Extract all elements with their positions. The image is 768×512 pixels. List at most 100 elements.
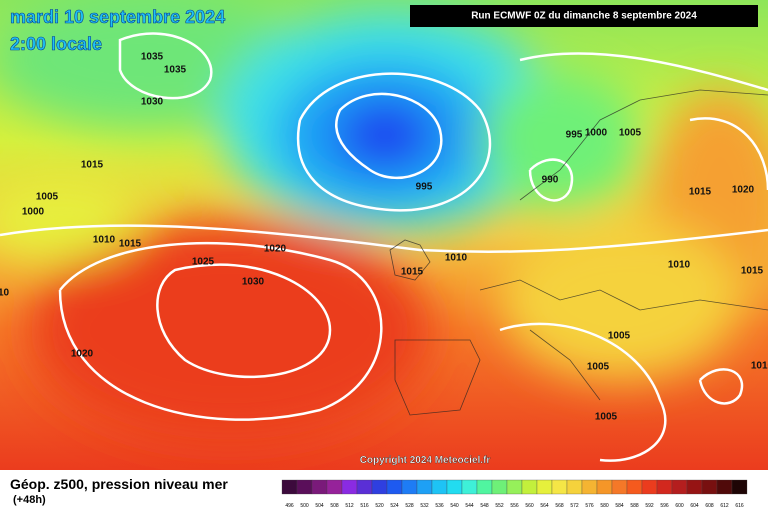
isobar-label: 1020	[264, 244, 287, 255]
legend-label: 560	[525, 503, 534, 509]
legend-swatch	[671, 479, 688, 495]
legend-label: 588	[630, 503, 639, 509]
isobar-label: 1025	[192, 257, 215, 268]
forecast-time: 2:00 locale	[10, 34, 102, 54]
legend-label: 568	[555, 503, 564, 509]
isobar-label: 1005	[36, 192, 59, 203]
forecast-date: mardi 10 septembre 2024	[10, 7, 225, 27]
legend-label: 552	[495, 503, 504, 509]
legend-swatch	[686, 479, 703, 495]
run-info: Run ECMWF 0Z du dimanche 8 septembre 202…	[471, 11, 697, 22]
legend-swatch	[296, 479, 313, 495]
isobar-label: 1005	[587, 362, 610, 373]
isobar-label: 1020	[732, 185, 755, 196]
isobar-label: 1015	[119, 239, 142, 250]
isobar-label: 1035	[141, 52, 164, 63]
legend-swatch	[566, 479, 583, 495]
legend-label: 528	[405, 503, 414, 509]
legend-label: 616	[735, 503, 744, 509]
legend-label: 548	[480, 503, 489, 509]
legend-swatch	[731, 479, 748, 495]
legend-label: 608	[705, 503, 714, 509]
legend-label: 524	[390, 503, 399, 509]
legend-swatch	[581, 479, 598, 495]
legend-label: 556	[510, 503, 519, 509]
legend-swatch	[281, 479, 298, 495]
legend-swatch	[461, 479, 478, 495]
run-banner	[410, 5, 758, 27]
legend-swatch	[656, 479, 673, 495]
legend-swatch	[626, 479, 643, 495]
isobar-label: 1000	[22, 207, 45, 218]
isobar-label: 1030	[141, 97, 164, 108]
isobar-label: 1015	[401, 267, 424, 278]
isobar-label: 1005	[595, 412, 618, 423]
legend-label: 516	[360, 503, 369, 509]
legend-swatch	[536, 479, 553, 495]
legend-swatch	[326, 479, 343, 495]
legend-swatch	[521, 479, 538, 495]
isobar-label: 1015	[689, 187, 712, 198]
legend-label: 536	[435, 503, 444, 509]
legend-label: 564	[540, 503, 549, 509]
color-legend: 496 500 504 508 512 516 520 524 528 532 536 540 544 5…	[281, 479, 748, 509]
legend-label: 576	[585, 503, 594, 509]
geopotential-field	[0, 0, 768, 440]
legend-swatch	[431, 479, 448, 495]
isobar-label: 1005	[608, 331, 631, 342]
isobar-label: 1010	[0, 288, 10, 299]
isobar-label: 995	[416, 182, 433, 193]
isobar-label: 1015	[741, 266, 764, 277]
isobar-label: 995	[566, 130, 583, 141]
legend-swatch	[506, 479, 523, 495]
legend-label: 596	[660, 503, 669, 509]
legend-label: 496	[285, 503, 294, 509]
legend-label: 504	[315, 503, 324, 509]
legend-swatch	[416, 479, 433, 495]
legend-label: 500	[300, 503, 309, 509]
legend-swatch	[386, 479, 403, 495]
legend-swatch	[401, 479, 418, 495]
isobar-label: 1010	[93, 235, 116, 246]
legend-swatch	[476, 479, 493, 495]
legend-swatch	[551, 479, 568, 495]
legend-label: 512	[345, 503, 354, 509]
legend-label: 604	[690, 503, 699, 509]
legend-label: 544	[465, 503, 474, 509]
isobar-label: 1035	[164, 65, 187, 76]
legend-label: 612	[720, 503, 729, 509]
legend-label: 592	[645, 503, 654, 509]
legend-label: 584	[615, 503, 624, 509]
legend-swatch	[341, 479, 358, 495]
isobar-label: 1000	[585, 128, 608, 139]
isobar-label: 990	[542, 175, 559, 186]
isobar-label: 1020	[71, 349, 94, 360]
legend-swatch	[446, 479, 463, 495]
legend-label: 572	[570, 503, 579, 509]
product-title: Géop. z500, pression niveau mer	[10, 476, 228, 492]
isobars	[0, 32, 768, 462]
copyright: Copyright 2024 Meteociel.fr	[360, 455, 491, 466]
legend-swatch	[356, 479, 373, 495]
legend-label: 600	[675, 503, 684, 509]
legend-swatch	[701, 479, 718, 495]
legend-swatch	[311, 479, 328, 495]
legend-swatch	[491, 479, 508, 495]
isobar-label: 1030	[242, 277, 265, 288]
legend-swatch	[371, 479, 388, 495]
coastlines	[389, 89, 768, 416]
lead-time: (+48h)	[13, 494, 46, 506]
legend-swatch	[611, 479, 628, 495]
legend-swatch	[596, 479, 613, 495]
isobar-label: 1005	[619, 128, 642, 139]
legend-label: 532	[420, 503, 429, 509]
isobar-label: 1015	[81, 160, 104, 171]
legend-label: 520	[375, 503, 384, 509]
legend-swatch	[641, 479, 658, 495]
legend-label: 580	[600, 503, 609, 509]
isobar-label: 1010	[668, 260, 691, 271]
legend-swatch	[716, 479, 733, 495]
legend-label: 508	[330, 503, 339, 509]
